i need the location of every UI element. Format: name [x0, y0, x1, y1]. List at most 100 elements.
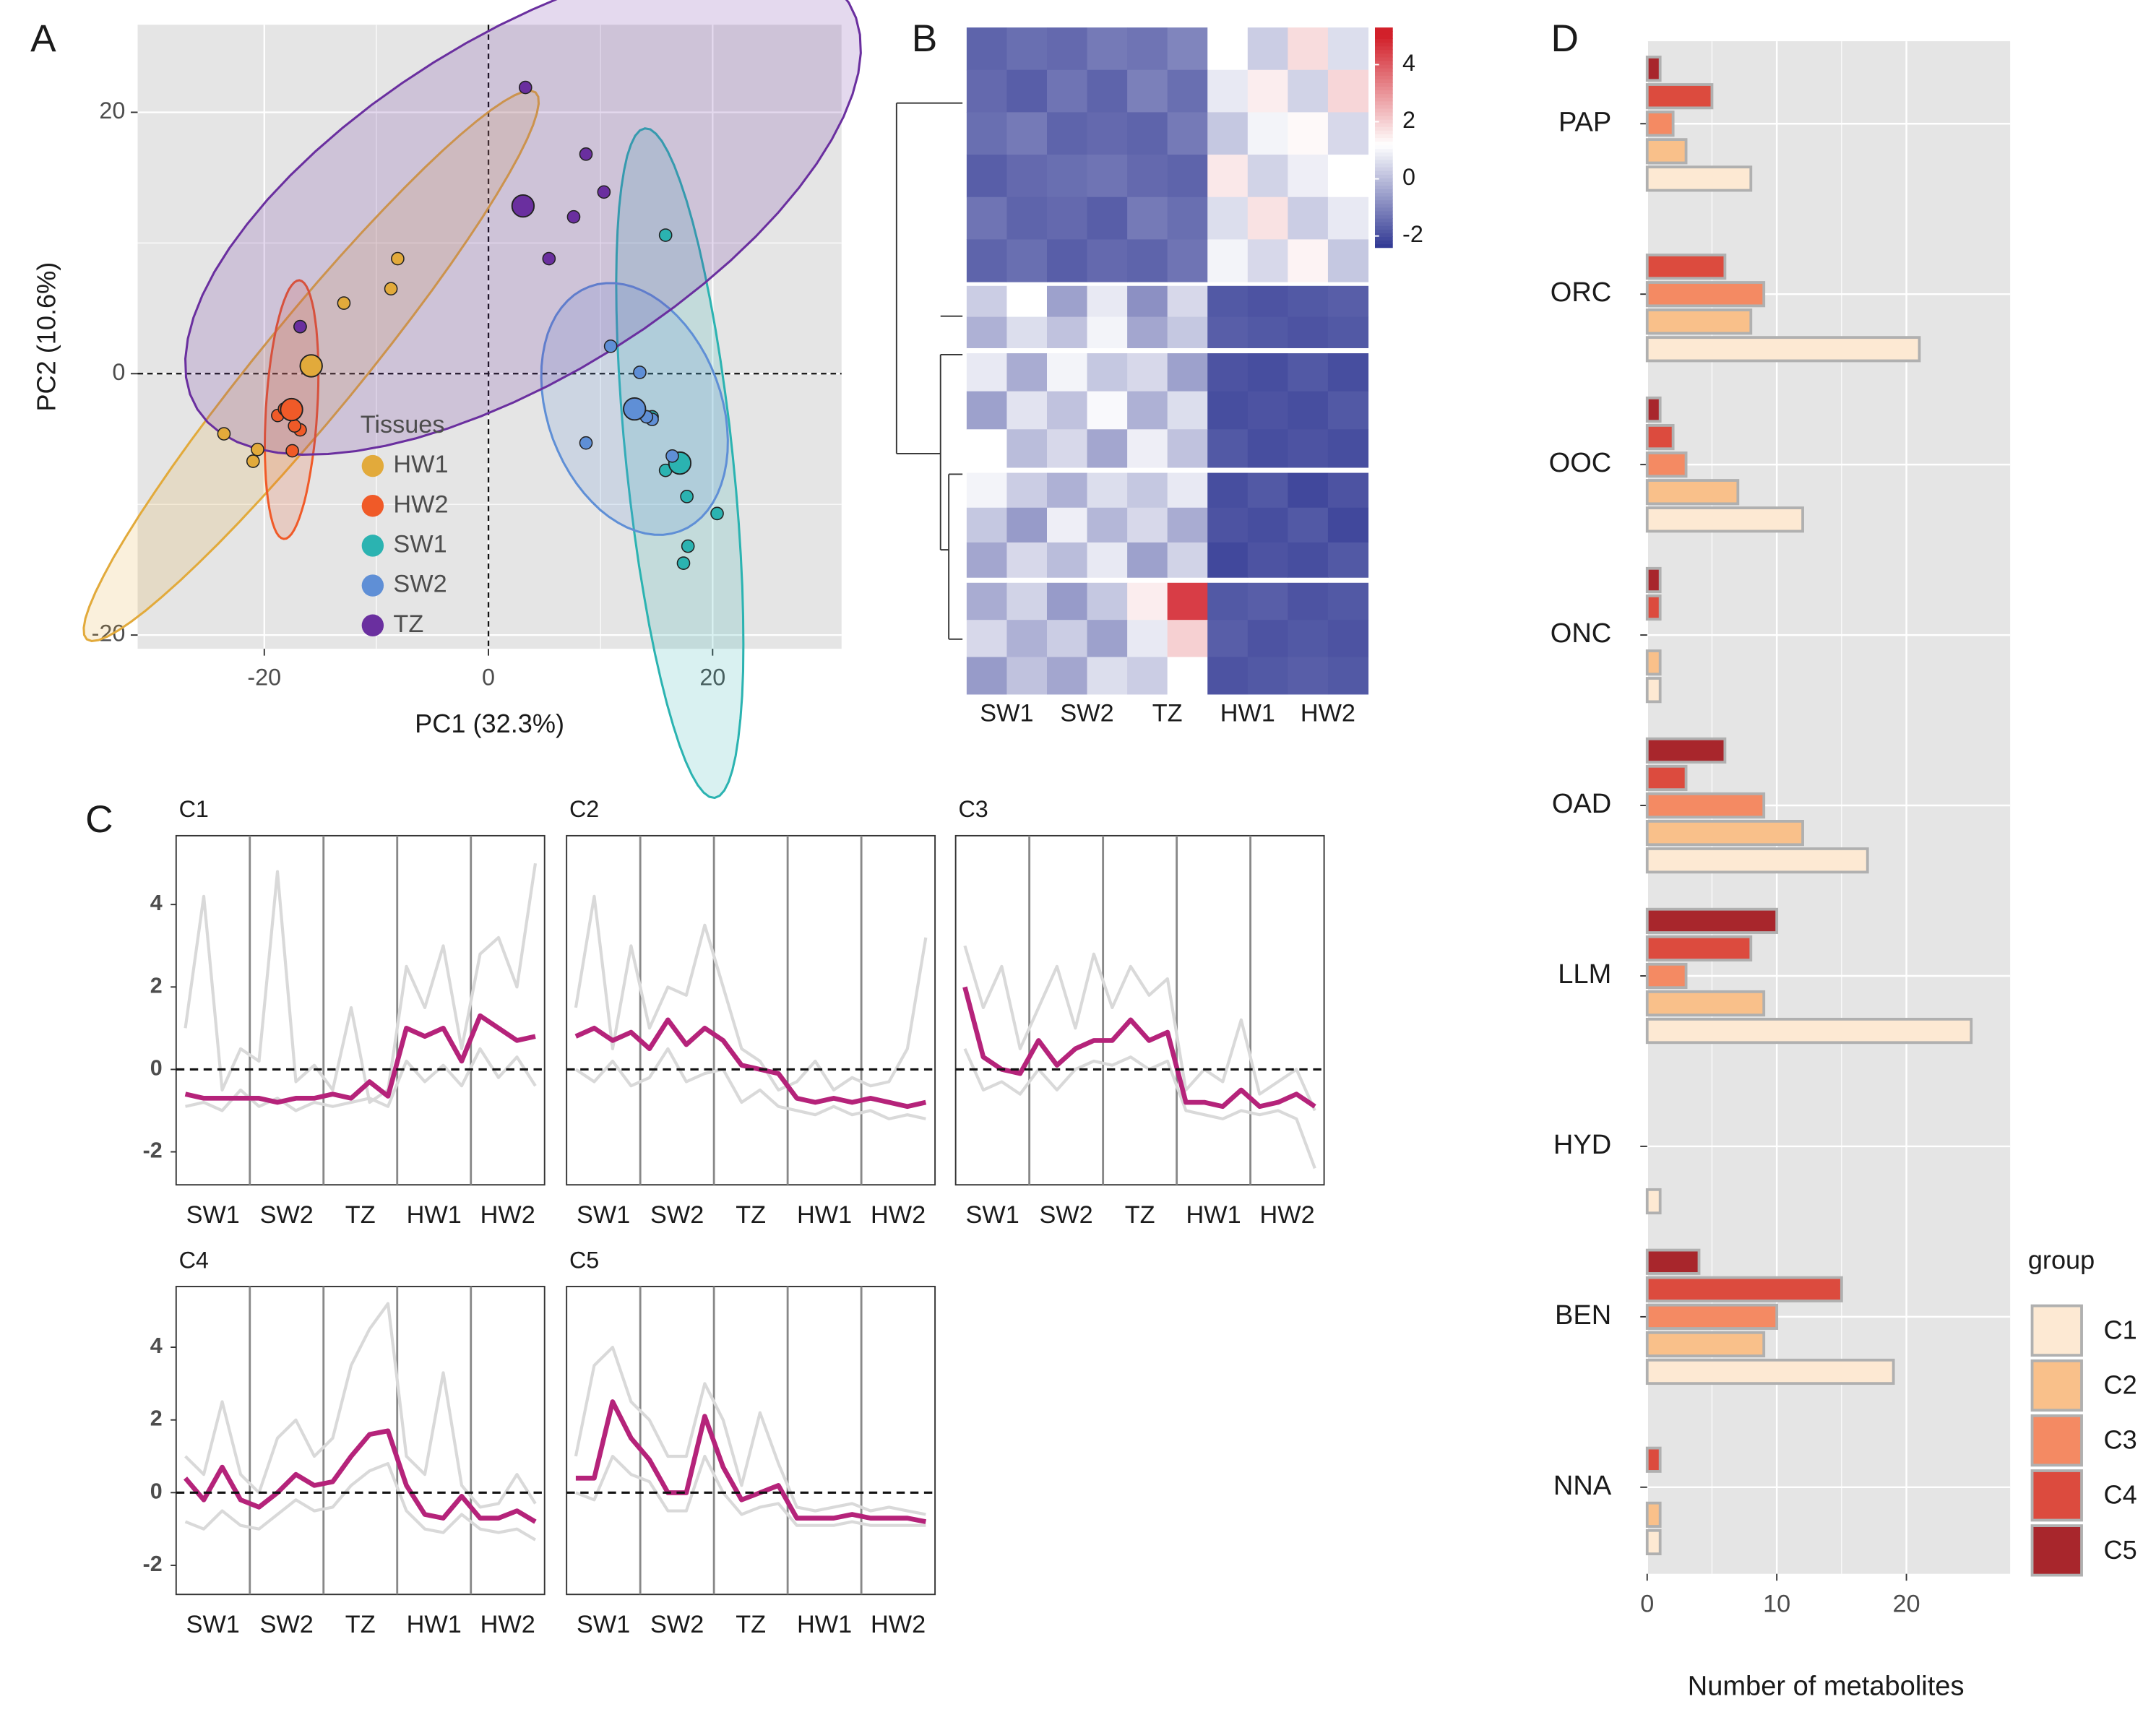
panel-title: C4 — [179, 1247, 209, 1273]
heat-cell — [1127, 429, 1168, 468]
heat-cell — [1288, 507, 1329, 543]
heat-cell — [1087, 429, 1128, 468]
heat-cell — [1327, 391, 1369, 430]
colorbar-step — [1375, 90, 1393, 95]
line — [184, 1013, 536, 1105]
x-tick-label: HW1 — [1186, 1201, 1241, 1229]
bar — [1645, 1248, 1701, 1275]
heat-cell — [966, 27, 1008, 71]
colorbar-step — [1375, 185, 1393, 190]
bar — [1645, 396, 1662, 423]
y-tick-label: 0 — [112, 359, 125, 385]
x-tick-label: HW1 — [1220, 699, 1275, 727]
x-tick-label: HW2 — [1260, 1201, 1315, 1229]
heat-cell — [1127, 391, 1168, 430]
y-tick-label: 2 — [150, 1406, 163, 1431]
heat-cell — [1207, 316, 1249, 348]
line — [185, 1047, 537, 1112]
colorbar-step — [1375, 100, 1393, 105]
legend-title: group — [2028, 1245, 2095, 1274]
legend-swatch — [361, 495, 384, 517]
colorbar-step — [1375, 86, 1393, 91]
x-tick-label: SW2 — [1060, 699, 1113, 727]
x-tick-label: SW2 — [650, 1611, 704, 1638]
colorbar-step — [1375, 207, 1393, 212]
bar — [1645, 1529, 1662, 1556]
heat-cell — [1006, 285, 1048, 318]
colorbar-step — [1375, 60, 1393, 65]
colorbar-step — [1375, 155, 1393, 160]
heat-cell — [1167, 353, 1208, 392]
heat-cell — [1087, 542, 1128, 578]
legend-swatch — [361, 535, 384, 557]
heat-cell — [966, 620, 1008, 658]
heat-cell — [1127, 285, 1168, 318]
heat-cell — [1167, 391, 1208, 430]
heat-cell — [1127, 27, 1168, 71]
heat-cell — [1006, 507, 1048, 543]
bar — [1645, 336, 1921, 363]
heat-cell — [1006, 472, 1048, 509]
bar — [1645, 1501, 1662, 1528]
x-tick-label: 10 — [1763, 1591, 1790, 1618]
y-axis-label: PC2 (10.6%) — [31, 262, 61, 412]
heat-cell — [966, 353, 1008, 392]
heat-cell — [966, 472, 1008, 509]
heat-cell — [1046, 542, 1088, 578]
colorbar-step — [1375, 75, 1393, 79]
bar — [1645, 506, 1804, 533]
legend-swatch — [361, 574, 384, 597]
legend-label: SW2 — [393, 571, 447, 598]
colorbar-step — [1375, 144, 1393, 150]
heat-cell — [966, 507, 1008, 543]
line — [184, 1302, 537, 1509]
line — [184, 862, 538, 1104]
x-tick-label: HW1 — [797, 1611, 852, 1638]
point — [384, 282, 398, 296]
heat-cell — [1207, 582, 1249, 621]
bar — [1645, 138, 1688, 165]
heat-cell — [1006, 391, 1048, 430]
panel-label: B — [912, 17, 938, 60]
panel-frame — [175, 834, 546, 1186]
heat-cell — [1167, 27, 1208, 71]
bar — [1645, 1358, 1895, 1385]
colorbar-step — [1375, 122, 1393, 127]
heat-cell — [1087, 196, 1128, 240]
bar — [1645, 566, 1662, 594]
bar — [1645, 990, 1766, 1017]
heat-cell — [1087, 472, 1128, 509]
heat-cell — [1046, 316, 1088, 348]
heat-cell — [1087, 353, 1128, 392]
panel-title: C3 — [958, 796, 988, 822]
heat-cell — [1167, 155, 1208, 198]
y-tick-label: PAP — [1558, 107, 1611, 137]
y-tick-label: -2 — [143, 1138, 163, 1163]
point — [542, 251, 556, 266]
colorbar-step — [1375, 189, 1393, 194]
colorbar-step — [1375, 46, 1393, 51]
y-tick-label: -2 — [143, 1552, 163, 1576]
colorbar-step — [1375, 27, 1393, 32]
colorbar-step — [1375, 214, 1393, 219]
point — [658, 228, 673, 242]
colorbar-step — [1375, 137, 1393, 142]
bar — [1645, 165, 1753, 192]
colorbar-step — [1375, 181, 1393, 186]
heat-cell — [1288, 69, 1329, 113]
y-tick-label: LLM — [1558, 959, 1611, 990]
plot-background — [137, 25, 842, 649]
heat-cell — [1207, 285, 1249, 318]
x-tick-label: TZ — [345, 1201, 376, 1229]
colorbar-step — [1375, 233, 1393, 238]
colorbar-step — [1375, 196, 1393, 201]
heat-cell — [1247, 353, 1288, 392]
x-tick-label: TZ — [1125, 1201, 1155, 1229]
colorbar-step — [1375, 229, 1393, 233]
heat-cell — [1327, 353, 1369, 392]
panel-label: C — [85, 798, 113, 841]
centroid — [511, 194, 535, 218]
centroid — [623, 397, 647, 421]
legend-label: C5 — [2103, 1535, 2136, 1565]
